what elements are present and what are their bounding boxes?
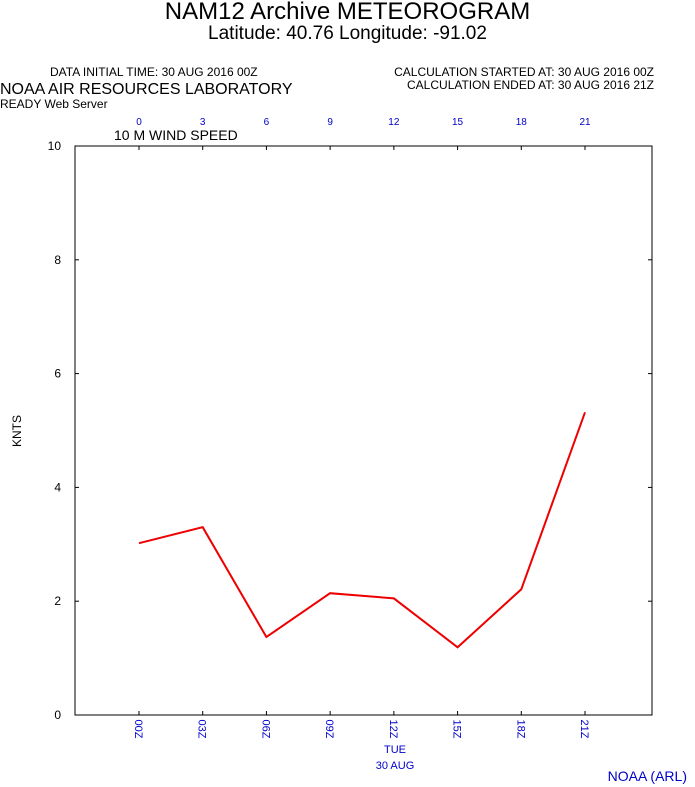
- x-top-tick-label: 15: [452, 117, 464, 128]
- y-tick-label: 2: [54, 594, 61, 608]
- x-bottom-tick-label: 06Z: [259, 720, 271, 739]
- organization-name: NOAA AIR RESOURCES LABORATORY: [0, 81, 293, 98]
- y-tick-label: 0: [54, 708, 61, 722]
- panel-label: 10 M WIND SPEED: [114, 127, 238, 143]
- data-initial-time: DATA INITIAL TIME: 30 AUG 2016 00Z: [50, 65, 258, 79]
- date-label-date: 30 AUG: [376, 760, 415, 772]
- x-bottom-tick-label: 15Z: [451, 720, 463, 739]
- wind-speed-line: [138, 411, 586, 649]
- date-label-day: TUE: [384, 744, 406, 756]
- x-top-tick-label: 3: [200, 117, 206, 128]
- chart-subtitle: Latitude: 40.76 Longitude: -91.02: [208, 23, 487, 44]
- calculation-ended: CALCULATION ENDED AT: 30 AUG 2016 21Z: [407, 78, 654, 92]
- x-top-tick-label: 0: [136, 117, 142, 128]
- y-tick-label: 10: [48, 139, 62, 153]
- calculation-started: CALCULATION STARTED AT: 30 AUG 2016 00Z: [394, 65, 654, 79]
- x-bottom-tick-label: 09Z: [323, 720, 335, 739]
- x-top-tick-label: 18: [516, 117, 528, 128]
- y-axis-label: KNTS: [10, 415, 24, 447]
- y-tick-label: 4: [54, 480, 61, 494]
- chart-title: NAM12 Archive METEOROGRAM: [164, 0, 531, 25]
- y-tick-label: 8: [54, 253, 61, 267]
- x-top-tick-label: 21: [579, 117, 591, 128]
- x-bottom-tick-label: 00Z: [132, 720, 144, 739]
- x-bottom-tick-label: 18Z: [514, 720, 526, 739]
- server-name: READY Web Server: [0, 97, 108, 111]
- x-top-tick-label: 12: [388, 117, 400, 128]
- footer-credit: NOAA (ARL): [607, 768, 687, 784]
- x-bottom-tick-label: 12Z: [387, 720, 399, 739]
- x-bottom-tick-label: 21Z: [578, 720, 590, 739]
- x-bottom-tick-label: 03Z: [196, 720, 208, 739]
- x-top-tick-label: 9: [327, 117, 333, 128]
- y-tick-label: 6: [54, 367, 61, 381]
- plot-frame: [74, 145, 653, 716]
- x-top-tick-label: 6: [264, 117, 270, 128]
